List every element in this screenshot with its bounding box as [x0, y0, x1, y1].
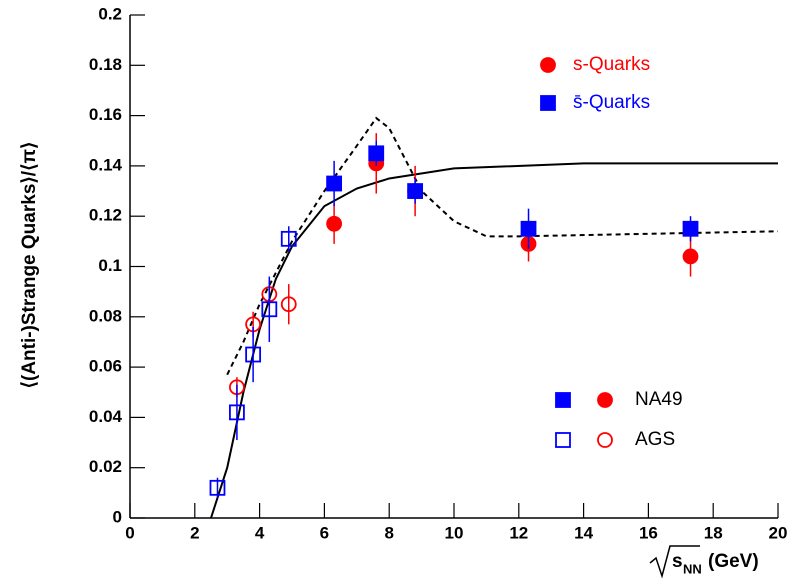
marker: [326, 175, 343, 192]
x-tick-label: 14: [574, 523, 593, 542]
marker: [280, 296, 297, 313]
y-tick-label: 0.02: [89, 457, 122, 476]
y-tick-label: 0.14: [89, 155, 123, 174]
x-tick-label: 12: [509, 523, 528, 542]
legend-marker: [555, 432, 571, 448]
marker: [682, 248, 699, 265]
legend-label: NA49: [635, 389, 683, 410]
x-tick-label: 4: [255, 523, 265, 542]
y-tick-label: 0.16: [89, 105, 122, 124]
x-tick-label: 18: [704, 523, 723, 542]
x-tick-label: 8: [384, 523, 393, 542]
legend-label: AGS: [635, 429, 675, 450]
sqrt-sign: [649, 545, 700, 579]
y-axis-label: ⟨(Anti-)Strange Quarks⟩/⟨π⟩: [19, 142, 40, 389]
x-tick-label: 0: [125, 523, 134, 542]
legend-marker: [540, 95, 556, 111]
legend-label: s̄-Quarks: [573, 92, 650, 113]
x-axis-label: s NN (GeV): [649, 545, 759, 579]
x-tick-label: 6: [320, 523, 329, 542]
x-tick-label: 2: [190, 523, 199, 542]
legend-marker: [597, 432, 613, 448]
legend-marker: [555, 392, 571, 408]
marker: [682, 220, 699, 237]
marker: [520, 220, 537, 237]
x-label-unit: (GeV): [708, 551, 759, 572]
legend-marker: [540, 57, 556, 73]
x-label-root: s: [672, 551, 683, 572]
marker: [245, 346, 262, 363]
y-tick-label: 0.1: [98, 256, 122, 275]
y-tick-label: 0.08: [89, 306, 122, 325]
x-label-sub: NN: [683, 561, 702, 576]
marker: [368, 145, 385, 162]
x-tick-label: 10: [445, 523, 464, 542]
legend-marker: [597, 392, 613, 408]
legend-label: s-Quarks: [573, 54, 650, 75]
y-tick-label: 0: [113, 507, 122, 526]
marker: [326, 215, 343, 232]
marker: [407, 183, 424, 199]
y-tick-label: 0.04: [89, 407, 123, 426]
y-tick-label: 0.2: [98, 4, 122, 23]
x-tick-label: 20: [769, 523, 788, 542]
marker: [280, 230, 297, 247]
y-tick-label: 0.12: [89, 206, 122, 225]
marker: [229, 404, 245, 421]
y-tick-label: 0.06: [89, 357, 122, 376]
marker: [261, 301, 278, 318]
y-tick-label: 0.18: [89, 55, 122, 74]
curve: [210, 162, 778, 519]
marker: [209, 479, 226, 496]
curve: [226, 116, 779, 376]
x-tick-label: 16: [639, 523, 658, 542]
